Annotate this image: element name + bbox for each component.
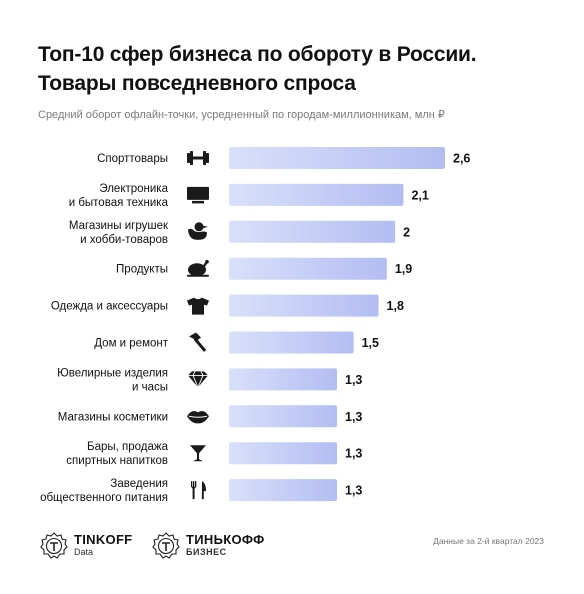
category-label-line: Продукты	[116, 264, 168, 276]
category-label-line: Одежда и аксессуары	[51, 301, 168, 313]
category-label-line: общественного питания	[40, 492, 168, 504]
bar-row: Ювелирные изделия и часы 1,3	[57, 367, 362, 393]
value-label: 1,5	[362, 336, 379, 350]
bar-row: Заведения общественного питания 1,3	[40, 478, 362, 504]
tinkoff-emblem-icon	[152, 532, 180, 559]
data-period-note: Данные за 2-й квартал 2023	[433, 536, 544, 546]
bar	[229, 220, 396, 243]
category-label: Заведения общественного питания	[40, 478, 168, 504]
category-label-line: и бытовая техника	[69, 197, 169, 209]
value-label: 2,6	[453, 152, 470, 166]
chart-subtitle: Средний оборот офлайн-точки, усредненный…	[38, 109, 445, 121]
logo2-name: ТИНЬКОФФ	[186, 532, 265, 547]
category-label: Магазины косметики	[58, 411, 168, 423]
rubber-duck-icon	[188, 222, 208, 240]
tinkoff-business-logo: ТИНЬКОФФ БИЗНЕС	[152, 532, 264, 560]
category-label-line: и часы	[132, 381, 168, 393]
bar	[229, 405, 337, 428]
logo1-name: TINKOFF	[74, 532, 133, 547]
bar-row: Спорттовары 2,6	[97, 147, 470, 169]
bar	[229, 183, 404, 206]
value-label: 1,3	[345, 373, 362, 387]
category-label: Дом и ремонт	[94, 338, 168, 350]
category-label: Электроника и бытовая техника	[69, 183, 169, 209]
tv-monitor-icon	[187, 186, 209, 204]
category-label-line: Электроника	[99, 183, 168, 195]
category-label-line: Ювелирные изделия	[57, 367, 168, 379]
category-label-line: спиртных напитков	[66, 455, 168, 467]
category-label-line: Бары, продажа	[87, 441, 169, 453]
value-label: 1,3	[345, 410, 362, 424]
bar-row: Магазины косметики 1,3	[58, 405, 362, 428]
tinkoff-data-logo: TINKOFF Data	[40, 532, 132, 560]
category-label-line: Спорттовары	[97, 153, 168, 165]
bar	[229, 147, 445, 169]
category-label: Бары, продажа спиртных напитков	[66, 441, 168, 467]
category-label: Спорттовары	[97, 153, 168, 165]
chart-title: Топ-10 сфер бизнеса по обороту в России.…	[38, 43, 477, 95]
bar-chart: Спорттовары 2,6 Электроника и бытовая техни…	[40, 147, 470, 504]
category-label: Ювелирные изделия и часы	[57, 367, 168, 393]
dumbbell-icon	[187, 151, 209, 165]
tinkoff-emblem-icon	[40, 532, 68, 559]
bar	[229, 331, 354, 354]
bar-row: Магазины игрушек и хобби-товаров 2	[69, 220, 410, 246]
bar	[229, 479, 337, 502]
category-label-line: и хобби-товаров	[80, 234, 168, 246]
category-label: Одежда и аксессуары	[51, 301, 168, 313]
bar-row: Продукты 1,9	[116, 257, 412, 280]
bar	[229, 442, 337, 465]
bar-row: Дом и ремонт 1,5	[94, 331, 379, 354]
value-label: 1,3	[345, 447, 362, 461]
tshirt-icon	[187, 297, 209, 315]
value-label: 1,3	[345, 484, 362, 498]
bar-row: Одежда и аксессуары 1,8	[51, 294, 404, 317]
value-label: 2,1	[411, 188, 428, 202]
value-label: 2	[403, 225, 410, 239]
category-label: Продукты	[116, 264, 168, 276]
category-label-line: Магазины игрушек	[69, 220, 169, 232]
roast-chicken-icon	[187, 259, 209, 277]
category-label-line: Магазины косметики	[58, 411, 168, 423]
category-label-line: Заведения	[110, 478, 168, 490]
logo2-sub: БИЗНЕС	[186, 547, 227, 557]
bar	[229, 257, 387, 280]
bar	[229, 294, 379, 317]
lips-icon	[187, 410, 209, 424]
bar	[229, 368, 337, 391]
fork-knife-icon	[191, 481, 206, 500]
bar-row: Электроника и бытовая техника 2,1	[69, 183, 429, 209]
category-label: Магазины игрушек и хобби-товаров	[69, 220, 169, 246]
bar-row: Бары, продажа спиртных напитков 1,3	[66, 441, 362, 467]
logo1-sub: Data	[74, 547, 94, 557]
diamond-icon	[188, 371, 208, 389]
hammer-icon	[189, 332, 207, 352]
category-label-line: Дом и ремонт	[94, 338, 168, 350]
cocktail-glass-icon	[190, 445, 206, 462]
value-label: 1,8	[387, 299, 404, 313]
value-label: 1,9	[395, 262, 412, 276]
